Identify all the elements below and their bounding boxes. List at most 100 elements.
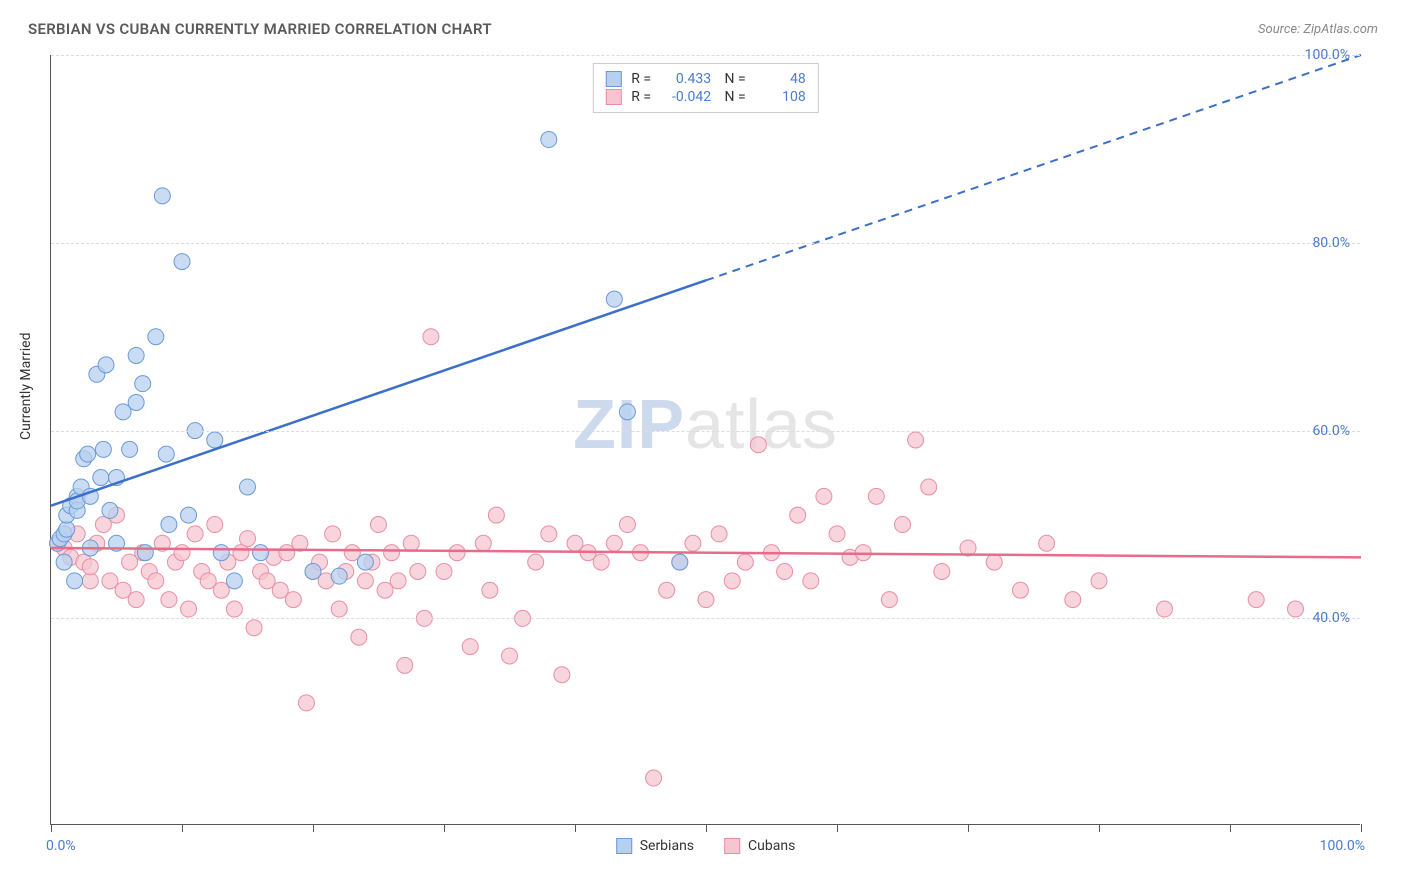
gridline-h	[51, 431, 1360, 432]
data-point	[161, 592, 177, 608]
cubans-legend-swatch-icon	[724, 838, 740, 854]
data-point	[502, 648, 518, 664]
data-point	[240, 531, 256, 547]
plot-area: ZIPatlas R = 0.433 N = 48 R = -0.042 N =…	[50, 55, 1360, 825]
data-point	[1157, 601, 1173, 617]
data-point	[777, 563, 793, 579]
data-point	[207, 432, 223, 448]
data-point	[80, 446, 96, 462]
scatter-svg	[51, 55, 1360, 824]
y-tick-label: 40.0%	[1312, 610, 1350, 626]
x-axis-max-label: 100.0%	[1320, 838, 1365, 854]
data-point	[790, 507, 806, 523]
data-point	[240, 479, 256, 495]
chart-title: SERBIAN VS CUBAN CURRENTLY MARRIED CORRE…	[28, 20, 492, 38]
y-tick-label: 100.0%	[1305, 47, 1350, 63]
chart-source: Source: ZipAtlas.com	[1258, 22, 1378, 37]
gridline-h	[51, 618, 1360, 619]
data-point	[803, 573, 819, 589]
data-point	[148, 573, 164, 589]
data-point	[403, 535, 419, 551]
data-point	[181, 507, 197, 523]
data-point	[482, 582, 498, 598]
data-point	[285, 592, 301, 608]
x-tick	[182, 824, 183, 832]
data-point	[868, 488, 884, 504]
data-point	[829, 526, 845, 542]
bottom-legend: Serbians Cubans	[616, 838, 796, 854]
n-label: N =	[721, 71, 746, 87]
x-tick	[968, 824, 969, 832]
data-point	[357, 554, 373, 570]
data-point	[895, 517, 911, 533]
data-point	[724, 573, 740, 589]
data-point	[436, 563, 452, 579]
data-point	[82, 559, 98, 575]
x-tick	[837, 824, 838, 832]
data-point	[122, 441, 138, 457]
cubans-n-value: 108	[756, 89, 806, 105]
x-tick	[706, 824, 707, 832]
data-point	[67, 573, 83, 589]
data-point	[226, 601, 242, 617]
data-point	[187, 526, 203, 542]
x-tick	[1361, 824, 1362, 832]
y-axis-label: Currently Married	[18, 333, 34, 440]
data-point	[1091, 573, 1107, 589]
data-point	[881, 592, 897, 608]
data-point	[554, 667, 570, 683]
n-label: N =	[721, 89, 746, 105]
data-point	[161, 517, 177, 533]
data-point	[384, 545, 400, 561]
data-point	[102, 502, 118, 518]
data-point	[371, 517, 387, 533]
chart-header: SERBIAN VS CUBAN CURRENTLY MARRIED CORRE…	[28, 20, 1378, 38]
data-point	[174, 254, 190, 270]
data-point	[325, 526, 341, 542]
data-point	[646, 770, 662, 786]
stats-row-serbians: R = 0.433 N = 48	[605, 70, 805, 88]
x-tick	[51, 824, 52, 832]
data-point	[181, 601, 197, 617]
data-point	[1012, 582, 1028, 598]
data-point	[128, 394, 144, 410]
data-point	[148, 329, 164, 345]
data-point	[98, 357, 114, 373]
data-point	[423, 329, 439, 345]
data-point	[1248, 592, 1264, 608]
serbians-swatch-icon	[605, 71, 621, 87]
data-point	[233, 545, 249, 561]
data-point	[226, 573, 242, 589]
serbians-r-value: 0.433	[661, 71, 711, 87]
data-point	[528, 554, 544, 570]
data-point	[207, 517, 223, 533]
data-point	[305, 563, 321, 579]
data-point	[619, 404, 635, 420]
data-point	[593, 554, 609, 570]
legend-item-serbians: Serbians	[616, 838, 694, 854]
r-label: R =	[631, 71, 651, 87]
legend-label-cubans: Cubans	[748, 838, 795, 854]
cubans-swatch-icon	[605, 89, 621, 105]
data-point	[672, 554, 688, 570]
x-tick	[575, 824, 576, 832]
gridline-h	[51, 243, 1360, 244]
data-point	[397, 657, 413, 673]
gridline-h	[51, 55, 1360, 56]
data-point	[606, 535, 622, 551]
data-point	[154, 188, 170, 204]
legend-item-cubans: Cubans	[724, 838, 795, 854]
data-point	[619, 517, 635, 533]
data-point	[410, 563, 426, 579]
data-point	[908, 432, 924, 448]
y-tick-label: 60.0%	[1312, 423, 1350, 439]
data-point	[541, 132, 557, 148]
data-point	[750, 437, 766, 453]
data-point	[158, 446, 174, 462]
data-point	[1039, 535, 1055, 551]
data-point	[246, 620, 262, 636]
data-point	[213, 545, 229, 561]
y-tick-label: 80.0%	[1312, 235, 1350, 251]
data-point	[449, 545, 465, 561]
r-label: R =	[631, 89, 651, 105]
